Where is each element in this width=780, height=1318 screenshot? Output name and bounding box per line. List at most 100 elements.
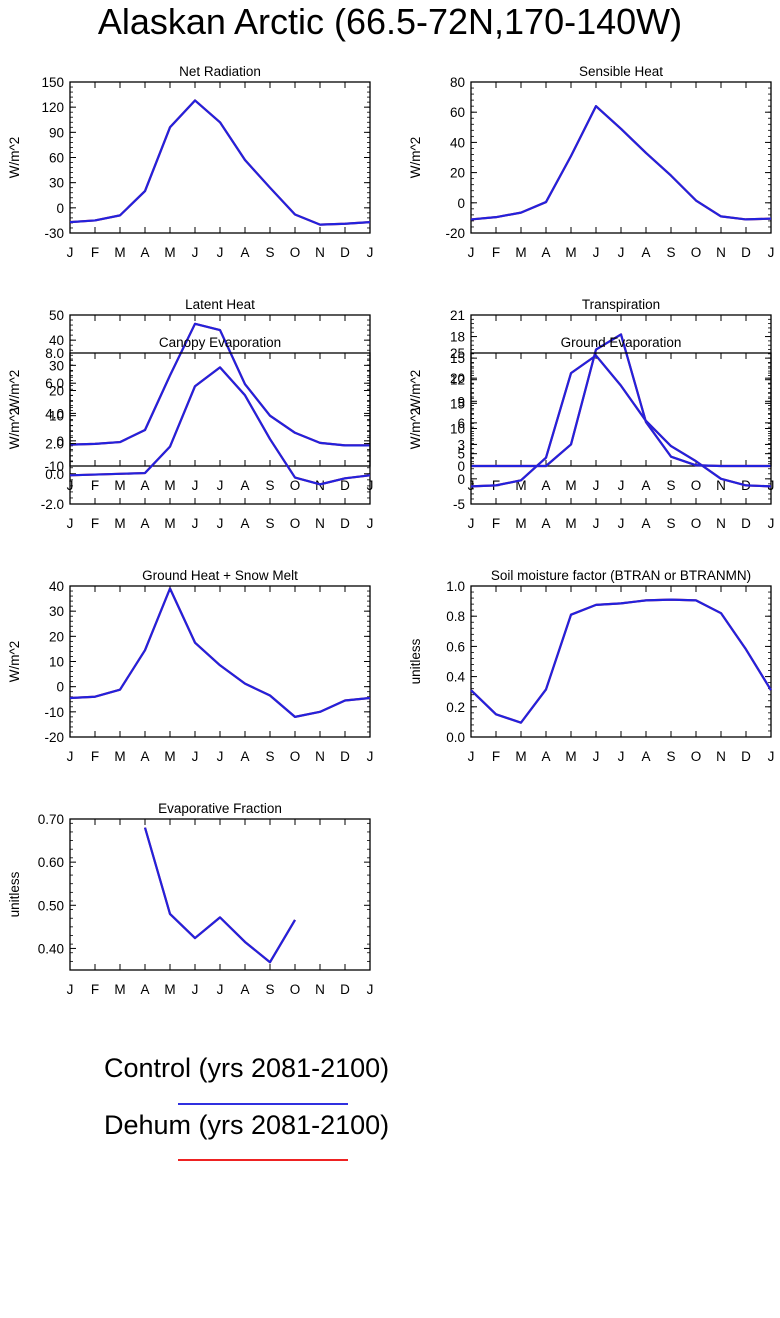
x-tick-label: A bbox=[140, 245, 149, 260]
y-tick-label: 0.40 bbox=[38, 941, 64, 956]
x-tick-label: M bbox=[515, 478, 526, 493]
x-tick-label: S bbox=[265, 478, 274, 493]
y-tick-label: 0 bbox=[457, 472, 465, 487]
page-title: Alaskan Arctic (66.5-72N,170-140W) bbox=[97, 1, 683, 42]
x-tick-label: N bbox=[716, 516, 726, 531]
x-tick-label: N bbox=[315, 982, 325, 997]
x-tick-label: M bbox=[164, 478, 175, 493]
plot-frame bbox=[69, 585, 371, 738]
series-line-dehum bbox=[470, 105, 772, 221]
series-line-dehum bbox=[143, 827, 296, 964]
y-tick-label: 90 bbox=[49, 125, 64, 140]
x-tick-label: J bbox=[593, 245, 600, 260]
y-tick-label: 1.0 bbox=[446, 579, 465, 594]
chart-panel-8: Soil moisture factor (BTRAN or BTRANMN) u… bbox=[408, 568, 774, 764]
y-tick-label: -20 bbox=[44, 730, 64, 745]
y-tick-label: 30 bbox=[49, 604, 64, 619]
panel-title: Ground Evaporation bbox=[561, 335, 682, 350]
x-tick-label: S bbox=[265, 749, 274, 764]
y-tick-label: 20 bbox=[49, 384, 64, 399]
x-tick-label: J bbox=[217, 245, 224, 260]
plot-frame bbox=[69, 818, 371, 971]
y-tick-label: 0 bbox=[56, 201, 64, 216]
y-tick-label: 40 bbox=[49, 579, 64, 594]
x-tick-label: M bbox=[114, 516, 125, 531]
x-tick-label: M bbox=[565, 478, 576, 493]
panel-title: Net Radiation bbox=[179, 64, 261, 79]
x-tick-label: S bbox=[265, 516, 274, 531]
x-tick-label: J bbox=[593, 749, 600, 764]
y-axis-label: W/m^2 bbox=[7, 370, 22, 412]
x-tick-label: J bbox=[67, 516, 74, 531]
y-tick-label: 150 bbox=[41, 75, 64, 90]
y-tick-label: 9 bbox=[457, 394, 465, 409]
x-tick-label: O bbox=[290, 478, 301, 493]
x-tick-label: M bbox=[114, 749, 125, 764]
y-tick-label: 0.50 bbox=[38, 898, 64, 913]
x-tick-label: J bbox=[217, 982, 224, 997]
panel-title: Sensible Heat bbox=[579, 64, 663, 79]
x-tick-label: J bbox=[217, 749, 224, 764]
x-tick-label: J bbox=[192, 982, 199, 997]
x-tick-label: J bbox=[192, 749, 199, 764]
y-axis-label: W/m^2 bbox=[408, 408, 423, 450]
x-tick-label: O bbox=[290, 516, 301, 531]
x-tick-label: J bbox=[67, 982, 74, 997]
y-tick-label: 15 bbox=[450, 351, 465, 366]
x-tick-label: N bbox=[716, 245, 726, 260]
y-tick-label: 10 bbox=[450, 422, 465, 437]
y-tick-label: 40 bbox=[49, 333, 64, 348]
x-tick-label: J bbox=[768, 749, 775, 764]
x-tick-label: A bbox=[541, 749, 550, 764]
panel-title: Canopy Evaporation bbox=[159, 335, 281, 350]
x-tick-label: A bbox=[541, 245, 550, 260]
y-tick-label: 12 bbox=[450, 373, 465, 388]
x-tick-label: O bbox=[290, 982, 301, 997]
x-tick-label: J bbox=[468, 245, 475, 260]
x-tick-label: A bbox=[140, 982, 149, 997]
x-tick-label: A bbox=[641, 245, 650, 260]
x-tick-label: D bbox=[340, 749, 350, 764]
plot-frame bbox=[69, 81, 371, 234]
series-line-control bbox=[143, 827, 296, 964]
x-tick-label: O bbox=[691, 516, 702, 531]
x-tick-label: A bbox=[240, 245, 249, 260]
y-tick-label: 60 bbox=[49, 151, 64, 166]
x-tick-label: S bbox=[666, 749, 675, 764]
y-tick-label: 6.0 bbox=[45, 376, 64, 391]
x-tick-label: A bbox=[240, 516, 249, 531]
x-tick-label: N bbox=[315, 245, 325, 260]
x-tick-label: M bbox=[164, 516, 175, 531]
series-line-dehum bbox=[470, 598, 772, 724]
x-tick-label: S bbox=[666, 516, 675, 531]
x-tick-label: M bbox=[164, 982, 175, 997]
x-tick-label: O bbox=[290, 749, 301, 764]
x-tick-label: J bbox=[367, 982, 374, 997]
y-tick-label: 0.6 bbox=[446, 639, 465, 654]
series-line-control bbox=[69, 366, 371, 486]
y-tick-label: -2.0 bbox=[41, 497, 64, 512]
x-tick-label: S bbox=[265, 245, 274, 260]
series-line-dehum bbox=[69, 587, 371, 718]
y-tick-label: 0 bbox=[56, 680, 64, 695]
x-tick-label: J bbox=[367, 749, 374, 764]
y-tick-label: 50 bbox=[49, 308, 64, 323]
y-tick-label: 0 bbox=[457, 459, 465, 474]
x-tick-label: A bbox=[240, 749, 249, 764]
x-tick-label: J bbox=[217, 516, 224, 531]
x-tick-label: D bbox=[340, 245, 350, 260]
panel-title: Latent Heat bbox=[185, 297, 255, 312]
x-tick-label: M bbox=[114, 245, 125, 260]
x-tick-label: J bbox=[768, 245, 775, 260]
series-line-control bbox=[69, 99, 371, 226]
y-tick-label: 0.4 bbox=[446, 670, 465, 685]
y-tick-label: 80 bbox=[450, 75, 465, 90]
y-tick-label: 20 bbox=[450, 371, 465, 386]
panel-title: Evaporative Fraction bbox=[158, 801, 282, 816]
x-tick-label: J bbox=[768, 516, 775, 531]
y-tick-label: -10 bbox=[44, 459, 64, 474]
x-tick-label: M bbox=[565, 245, 576, 260]
y-tick-label: 20 bbox=[49, 629, 64, 644]
